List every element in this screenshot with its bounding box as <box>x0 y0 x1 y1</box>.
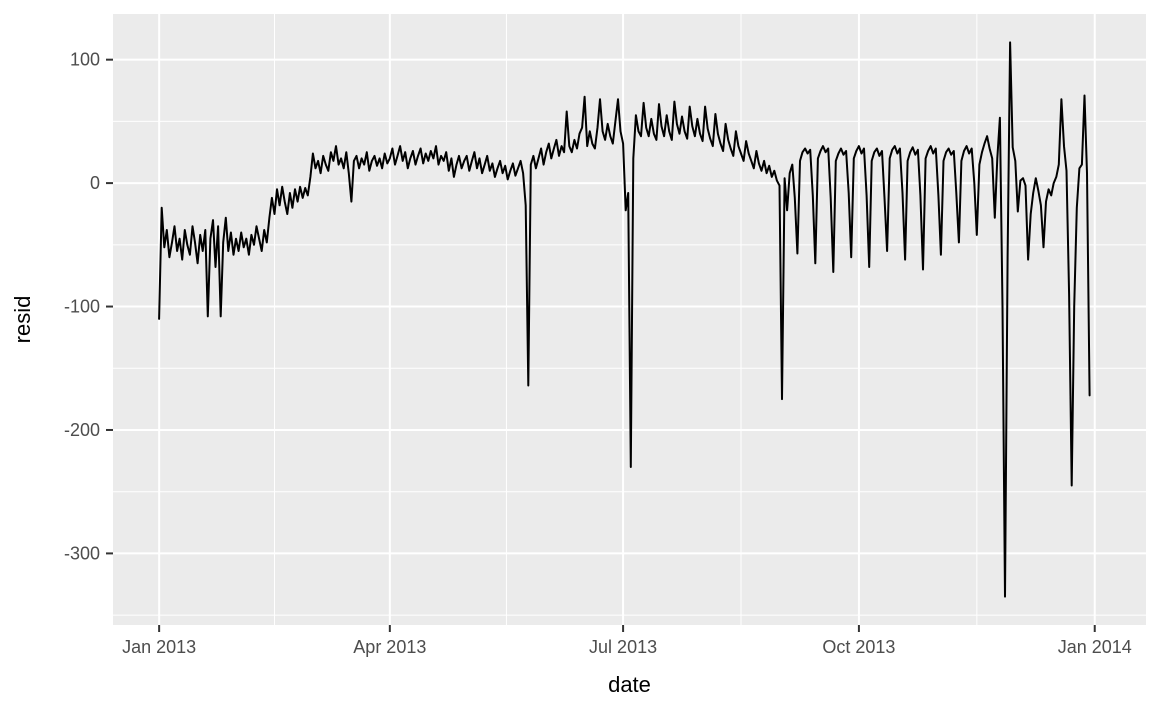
x-tick-label: Apr 2013 <box>353 637 426 657</box>
y-tick-label: 0 <box>90 173 100 193</box>
y-tick-label: -200 <box>64 420 100 440</box>
x-tick-label: Jan 2014 <box>1058 637 1132 657</box>
x-tick-label: Oct 2013 <box>822 637 895 657</box>
y-axis-title: resid <box>10 296 35 344</box>
x-tick-label: Jul 2013 <box>589 637 657 657</box>
x-axis: Jan 2013 Apr 2013 Jul 2013 Oct 2013 Jan 2014 <box>122 625 1132 657</box>
y-tick-label: -100 <box>64 297 100 317</box>
y-axis: 100 0 -100 -200 -300 <box>64 50 113 563</box>
x-axis-title: date <box>608 672 651 697</box>
x-tick-label: Jan 2013 <box>122 637 196 657</box>
residual-series-line <box>158 41 1091 598</box>
y-tick-label: -300 <box>64 543 100 563</box>
y-tick-label: 100 <box>70 50 100 70</box>
